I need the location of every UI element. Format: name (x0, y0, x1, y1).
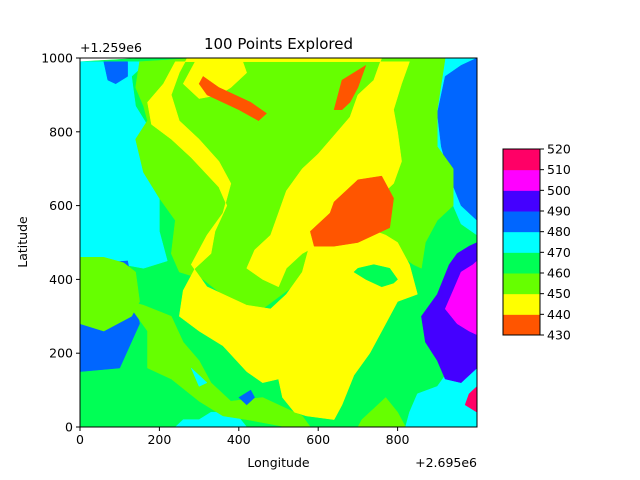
x-tick-label: 400 (227, 432, 251, 447)
y-tick-label: 400 (49, 272, 73, 287)
x-axis: 0 200 400 600 800 (76, 427, 410, 447)
x-tick-label: 200 (147, 432, 171, 447)
contour-region-9 (79, 297, 311, 428)
colorbar-tick-label: 480 (547, 224, 571, 239)
contour-region-15 (310, 175, 394, 247)
contour-region-13 (198, 76, 267, 122)
colorbar-band (503, 252, 540, 274)
y-tick-label: 600 (49, 198, 73, 213)
x-axis-label: Longitude (247, 455, 309, 470)
x-tick-label: 800 (386, 432, 410, 447)
contour-region-21 (190, 367, 208, 387)
colorbar-tick-label: 500 (547, 183, 571, 198)
colorbar-band (503, 231, 540, 253)
colorbar-tick-label: 450 (547, 286, 571, 301)
contour-plot-area (79, 57, 478, 428)
y-tick-label: 800 (49, 124, 73, 139)
colorbar-tick-label: 490 (547, 204, 571, 219)
colorbar-tick-label: 520 (547, 142, 571, 157)
x-offset-text: +2.695e6 (415, 455, 477, 470)
plot-frame (79, 57, 478, 428)
colorbar-tick-label: 440 (547, 307, 571, 322)
colorbar-frame (502, 148, 541, 336)
colorbar-band (503, 149, 540, 171)
y-axis: 0 200 400 600 800 1000 (41, 51, 80, 435)
x-tick-label: 600 (306, 432, 330, 447)
colorbar-tick-label: 430 (547, 328, 571, 343)
contour-region-11 (147, 57, 418, 420)
y-tick-label: 1000 (41, 51, 73, 66)
y-axis-label: Latitude (15, 216, 30, 268)
x-tick-label: 0 (76, 432, 84, 447)
colorbar: 430 440 450 460 470 480 490 500 510 520 (502, 142, 571, 343)
colorbar-band (503, 211, 540, 233)
contour-region-20 (103, 61, 128, 85)
chart-title: 100 Points Explored (204, 35, 353, 53)
y-tick-label: 0 (65, 420, 73, 435)
colorbar-band (503, 293, 540, 315)
colorbar-tick-label: 510 (547, 162, 571, 177)
colorbar-band (503, 190, 540, 212)
colorbar-tick-label: 470 (547, 245, 571, 260)
colorbar-tick-label: 460 (547, 266, 571, 281)
contour-region-16 (353, 264, 398, 288)
contour-region-6 (437, 57, 478, 221)
y-tick-label: 200 (49, 346, 73, 361)
colorbar-band (503, 169, 540, 191)
colorbar-band (503, 273, 540, 295)
colorbar-band (503, 314, 540, 336)
contour-region-14 (333, 64, 367, 110)
contour-region-22 (238, 389, 256, 406)
y-offset-text: +1.259e6 (80, 40, 142, 55)
